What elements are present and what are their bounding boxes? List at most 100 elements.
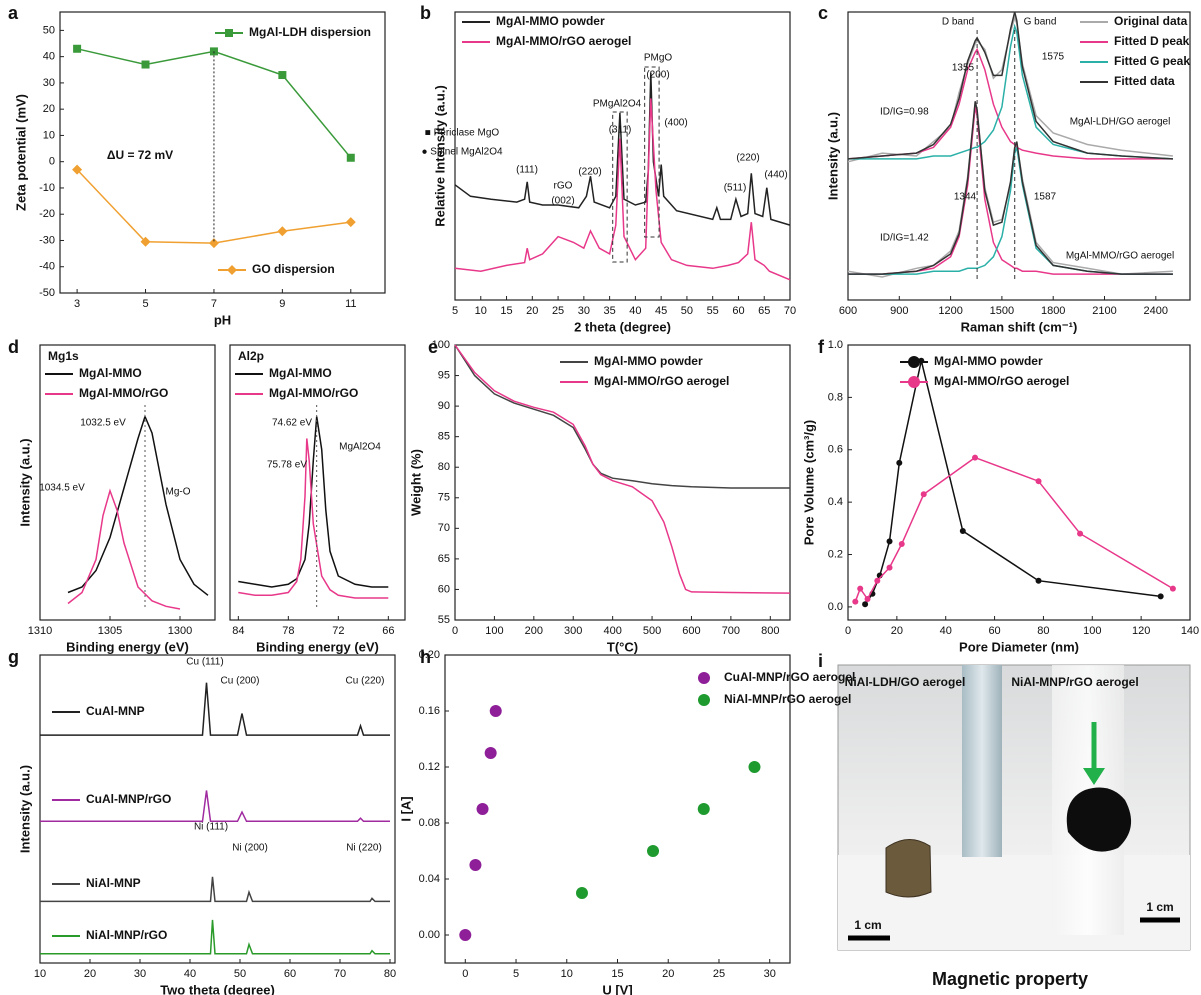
y-tick-label: 0.2: [828, 548, 843, 560]
ldh-aerogel: [886, 839, 931, 897]
x-tick-label: 7: [211, 298, 217, 310]
annotation: 74.62 eV: [272, 418, 312, 429]
x-tick-label: 70: [784, 305, 796, 317]
subplot-title: Mg1s: [48, 349, 79, 363]
x-tick-label: 65: [758, 305, 770, 317]
data-point: [972, 455, 978, 461]
subplot-title: Al2p: [238, 349, 264, 363]
y-tick-label: 85: [438, 431, 450, 443]
legend-marker: [698, 672, 710, 684]
y-tick-label: -50: [39, 287, 55, 299]
x-tick-label: 0: [845, 625, 851, 637]
x-tick-label: 40: [629, 305, 641, 317]
legend-label: MgAl-MMO powder: [594, 354, 703, 368]
legend-label: Original data: [1114, 14, 1188, 28]
x-tick-label: 1300: [168, 625, 192, 637]
y-axis-label: Intensity (a.u.): [825, 112, 840, 200]
x-tick-label: 0: [452, 625, 458, 637]
x-tick-label: 50: [681, 305, 693, 317]
x-tick-label: 100: [485, 625, 503, 637]
x-tick-label: 20: [662, 968, 674, 980]
x-axis-label: 2 theta (degree): [574, 319, 671, 334]
data-point: [477, 803, 489, 815]
photo-label: NiAl-MNP/rGO aerogel: [1011, 675, 1138, 689]
x-tick-label: 5: [452, 305, 458, 317]
y-tick-label: 95: [438, 369, 450, 381]
y-axis-label: Zeta potential (mV): [13, 94, 28, 211]
x-tick-label: 15: [611, 968, 623, 980]
data-point: [277, 226, 287, 236]
x-tick-label: 9: [279, 298, 285, 310]
annotation: 1355: [952, 63, 975, 74]
x-tick-label: 60: [284, 968, 296, 980]
data-point: [346, 217, 356, 227]
x-tick-label: 40: [940, 625, 952, 637]
legend-label: MgAl-MMO: [269, 366, 332, 380]
y-tick-label: 0.20: [419, 649, 440, 661]
legend-marker: [225, 29, 233, 37]
data-point: [1036, 578, 1042, 584]
y-axis-label: Intensity (a.u.): [17, 438, 32, 526]
legend-label: CuAl-MNP/rGO: [86, 792, 171, 806]
data-point: [852, 599, 858, 605]
data-point: [921, 491, 927, 497]
data-point: [862, 601, 868, 607]
x-tick-label: 600: [839, 305, 857, 317]
y-tick-label: 10: [43, 129, 55, 141]
data-point: [73, 45, 81, 53]
x-tick-label: 20: [84, 968, 96, 980]
annotation: ID/IG=1.42: [880, 233, 929, 244]
legend-label: MgAl-LDH dispersion: [249, 25, 371, 39]
legend-label: MgAl-MMO powder: [934, 354, 1043, 368]
panel-label: i: [818, 651, 823, 671]
x-tick-label: 0: [462, 968, 468, 980]
data-point: [576, 887, 588, 899]
data-point: [1158, 593, 1164, 599]
x-tick-label: 30: [578, 305, 590, 317]
y-axis-label: Pore Volume (cm³/g): [801, 420, 816, 545]
x-tick-label: 78: [282, 625, 294, 637]
data-point: [874, 578, 880, 584]
panel-label: g: [8, 647, 19, 667]
annotation: ID/IG=0.98: [880, 107, 929, 118]
legend-label: NiAl-MNP/rGO aerogel: [724, 692, 851, 706]
annotation: ■ Periclase MgO: [425, 128, 500, 139]
x-tick-label: 15: [500, 305, 512, 317]
annotation: ● Spinel MgAl2O4: [421, 147, 503, 158]
data-point: [748, 761, 760, 773]
annotation: (200): [646, 70, 669, 81]
annotation: (002): [551, 196, 574, 207]
x-tick-label: 20: [891, 625, 903, 637]
legend-label: MgAl-MMO/rGO: [269, 386, 358, 400]
y-tick-label: 0.00: [419, 929, 440, 941]
annotation: ΔU = 72 mV: [107, 148, 173, 162]
photo-label: 1 cm: [1146, 900, 1173, 914]
legend-label: MgAl-MMO/rGO aerogel: [934, 374, 1069, 388]
x-tick-label: 100: [1083, 625, 1101, 637]
x-tick-label: 1310: [28, 625, 52, 637]
y-tick-label: 0.08: [419, 817, 440, 829]
y-tick-label: -30: [39, 234, 55, 246]
data-point: [865, 596, 871, 602]
legend-label: NiAl-MNP: [86, 876, 141, 890]
x-tick-label: 55: [707, 305, 719, 317]
x-tick-label: 1800: [1041, 305, 1065, 317]
x-tick-label: 80: [384, 968, 396, 980]
x-tick-label: 25: [713, 968, 725, 980]
y-tick-label: 0.16: [419, 705, 440, 717]
figure: a357911-50-40-30-20-1001020304050pHZeta …: [0, 0, 1201, 995]
y-axis-label: Weight (%): [408, 449, 423, 516]
x-tick-label: 1305: [98, 625, 122, 637]
data-point: [278, 71, 286, 79]
annotation: G band: [1024, 17, 1057, 28]
x-axis-label: Binding energy (eV): [66, 639, 189, 654]
legend-label: MgAl-MMO: [79, 366, 142, 380]
annotation: Cu (220): [346, 676, 385, 687]
x-tick-label: 50: [234, 968, 246, 980]
legend-label: Fitted D peak: [1114, 34, 1190, 48]
x-axis-label: U [V]: [602, 982, 632, 995]
legend-label: Fitted G peak: [1114, 54, 1190, 68]
annotation: PMgO: [644, 53, 673, 64]
data-point: [1170, 586, 1176, 592]
x-tick-label: 500: [643, 625, 661, 637]
